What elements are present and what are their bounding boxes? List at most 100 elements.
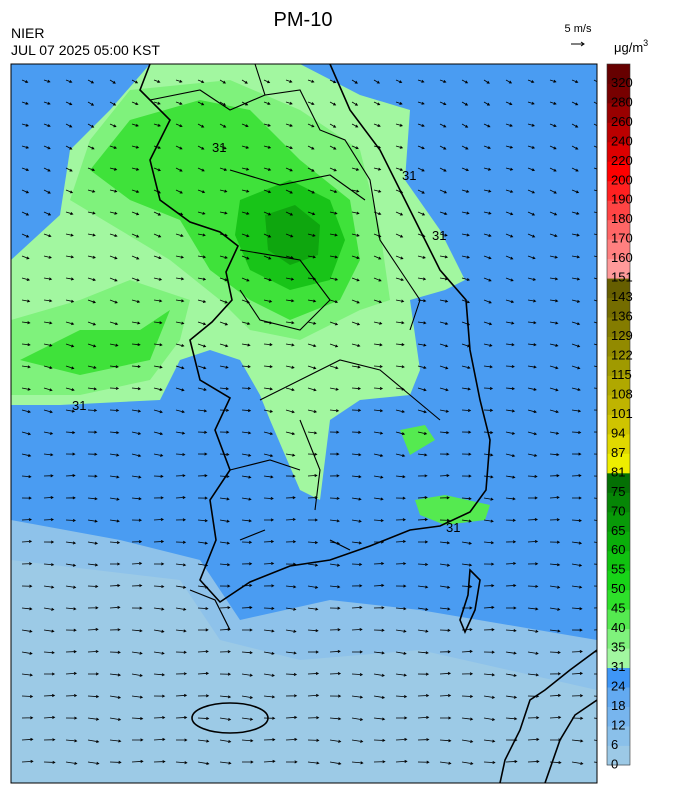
wind-arrow xyxy=(593,321,597,324)
wind-arrow xyxy=(153,694,166,698)
wind-arrow xyxy=(153,343,163,347)
contour-label: 31 xyxy=(446,520,460,535)
wind-arrow xyxy=(417,299,427,303)
wind-arrow xyxy=(263,101,271,105)
wind-arrow xyxy=(571,541,583,545)
wind-arrow xyxy=(483,211,492,215)
wind-arrow xyxy=(373,519,384,523)
wind-arrow xyxy=(263,695,276,699)
wind-arrow xyxy=(395,453,406,458)
wind-arrow xyxy=(417,211,426,216)
colorbar-swatch xyxy=(607,706,630,727)
wind-arrow xyxy=(21,694,34,698)
wind-arrow xyxy=(417,760,430,764)
wind-arrow xyxy=(87,474,98,478)
wind-arrow xyxy=(549,409,559,414)
wind-arrow xyxy=(505,299,515,304)
wind-arrow xyxy=(351,365,361,369)
wind-arrow xyxy=(175,409,185,414)
wind-arrow xyxy=(461,211,470,215)
wind-arrow xyxy=(461,387,471,391)
wind-arrow xyxy=(21,716,34,720)
wind-arrow xyxy=(439,607,451,611)
wind-arrow xyxy=(153,651,165,655)
wind-arrow xyxy=(417,431,428,435)
wind-arrow xyxy=(21,518,32,522)
wind-arrow xyxy=(43,563,55,567)
wind-arrow xyxy=(197,123,205,128)
wind-arrow xyxy=(461,672,474,676)
wind-arrow xyxy=(351,321,361,326)
wind-arrow xyxy=(263,167,272,171)
wind-arrow xyxy=(285,211,294,216)
colorbar-swatch xyxy=(607,297,630,318)
wind-arrow xyxy=(351,584,363,588)
wind-arrow xyxy=(197,145,205,150)
wind-arrow xyxy=(21,387,31,391)
wind-arrow xyxy=(131,673,143,677)
wind-arrow xyxy=(153,562,165,566)
colorbar-swatch xyxy=(607,395,630,415)
wind-arrow xyxy=(395,759,408,763)
wind-arrow xyxy=(593,211,597,214)
wind-arrow xyxy=(527,189,536,194)
wind-arrow xyxy=(439,541,451,545)
wind-arrow xyxy=(527,759,540,764)
wind-arrow xyxy=(109,628,121,632)
colorbar-label: 108 xyxy=(611,386,633,401)
wind-arrow xyxy=(175,672,188,676)
wind-arrow xyxy=(263,409,274,413)
wind-arrow xyxy=(175,585,187,589)
wind-arrow xyxy=(571,145,579,150)
wind-arrow xyxy=(241,606,253,610)
wind-arrow xyxy=(241,386,252,390)
wind-arrow xyxy=(65,628,77,632)
wind-arrow xyxy=(329,761,342,766)
wind-arrow xyxy=(461,167,470,172)
colorbar-label: 220 xyxy=(611,153,633,168)
wind-arrow xyxy=(483,123,491,128)
wind-arrow xyxy=(241,760,254,764)
wind-arrow xyxy=(527,211,536,216)
wind-arrow xyxy=(351,541,363,545)
wind-arrow xyxy=(175,233,184,237)
wind-arrow xyxy=(549,299,559,303)
wind-arrow xyxy=(307,716,320,720)
wind-arrow xyxy=(461,497,472,501)
colorbar-label: 70 xyxy=(611,503,625,518)
wind-arrow xyxy=(263,233,272,238)
wind-arrow xyxy=(175,145,183,150)
wind-arrow xyxy=(395,343,405,347)
wind-arrow xyxy=(197,671,210,676)
wind-arrow xyxy=(87,233,96,237)
contour-label: 31 xyxy=(212,140,226,155)
wind-arrow xyxy=(307,167,315,172)
wind-arrow xyxy=(549,453,560,457)
colorbar-swatch xyxy=(607,258,630,279)
colorbar-label: 160 xyxy=(611,250,633,265)
wind-scale-label: 5 m/s xyxy=(565,23,592,35)
wind-arrow xyxy=(395,584,407,588)
wind-arrow xyxy=(153,584,165,589)
wind-arrow xyxy=(65,496,76,500)
wind-arrow xyxy=(241,519,252,523)
wind-arrow xyxy=(505,364,515,369)
wind-arrow xyxy=(197,541,209,545)
wind-arrow xyxy=(329,145,337,150)
wind-arrow xyxy=(197,761,210,765)
colorbar-swatch xyxy=(607,687,630,707)
wind-arrow xyxy=(263,629,275,633)
wind-arrow xyxy=(175,761,188,765)
wind-arrow xyxy=(527,101,535,105)
colorbar-swatch xyxy=(607,453,630,474)
wind-arrow xyxy=(527,496,538,500)
wind-arrow xyxy=(527,277,537,281)
wind-arrow xyxy=(241,628,253,632)
wind-arrow xyxy=(175,738,188,742)
wind-arrow xyxy=(131,101,139,106)
wind-arrow xyxy=(527,299,537,303)
wind-arrow xyxy=(175,189,183,194)
wind-arrow xyxy=(43,233,52,238)
wind-arrow xyxy=(197,387,207,391)
colorbar-label: 81 xyxy=(611,464,625,479)
